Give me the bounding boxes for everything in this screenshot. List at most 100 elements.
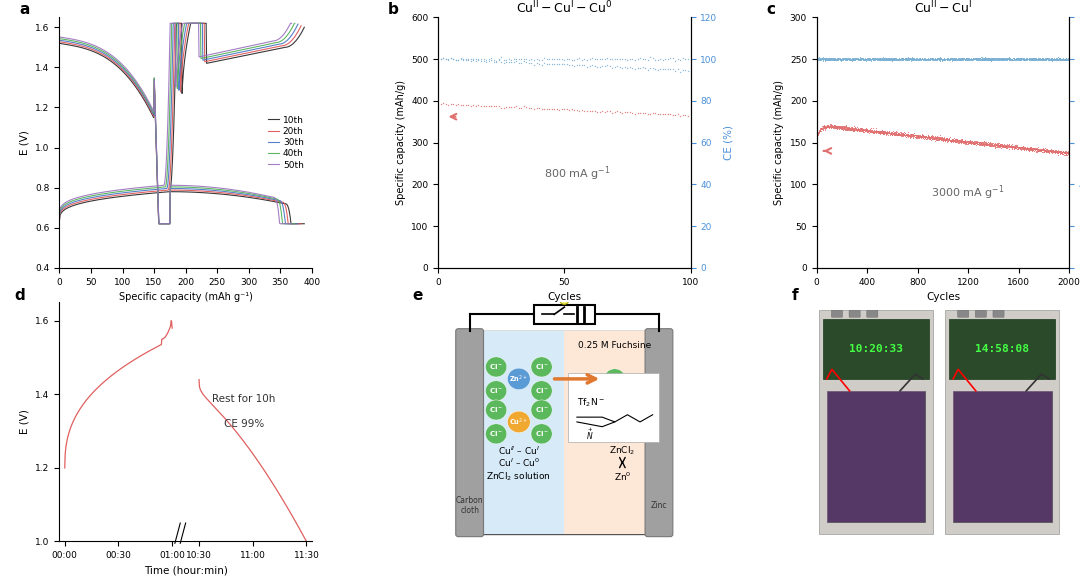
40th [246, 44, 259, 51]
Line: 10th: 10th [59, 23, 305, 222]
Text: Cu$^{II}$ – Cu$^{I}$: Cu$^{II}$ – Cu$^{I}$ [498, 445, 540, 457]
Text: Zn$^0$: Zn$^0$ [613, 471, 631, 483]
20th [252, 47, 265, 54]
50th [165, 20, 178, 26]
Text: ZnCl$_2$: ZnCl$_2$ [609, 444, 635, 457]
40th [166, 20, 179, 26]
Text: a: a [19, 2, 29, 17]
Text: 10:20:33: 10:20:33 [849, 344, 903, 354]
Y-axis label: CE (%): CE (%) [723, 125, 733, 160]
10th [186, 20, 199, 26]
Line: 40th: 40th [59, 23, 295, 217]
20th [289, 32, 302, 39]
Circle shape [486, 381, 507, 401]
FancyBboxPatch shape [958, 310, 969, 317]
10th [293, 33, 306, 40]
Text: Cl$^-$: Cl$^-$ [489, 362, 503, 372]
Y-axis label: E (V): E (V) [19, 410, 30, 434]
Circle shape [604, 369, 625, 389]
30th [183, 20, 195, 26]
FancyBboxPatch shape [456, 329, 484, 537]
FancyBboxPatch shape [867, 310, 878, 317]
50th [285, 20, 298, 26]
FancyBboxPatch shape [832, 310, 842, 317]
10th [298, 24, 311, 31]
Text: Tf$_2$N$^-$: Tf$_2$N$^-$ [577, 396, 605, 409]
Text: Cl$^-$: Cl$^-$ [489, 429, 503, 438]
20th [168, 20, 181, 26]
Circle shape [531, 424, 552, 444]
Bar [176, 302, 192, 541]
Y-axis label: E (V): E (V) [19, 130, 30, 155]
10th [172, 20, 185, 26]
10th [199, 20, 212, 26]
Circle shape [486, 424, 507, 444]
40th [165, 44, 178, 51]
Text: d: d [14, 288, 25, 303]
FancyBboxPatch shape [823, 319, 929, 379]
Y-axis label: Specific capacity (mAh/g): Specific capacity (mAh/g) [395, 80, 406, 205]
FancyBboxPatch shape [953, 391, 1052, 522]
FancyBboxPatch shape [458, 331, 671, 535]
Text: Cu$^{I}$ – Cu$^{0}$: Cu$^{I}$ – Cu$^{0}$ [498, 456, 540, 469]
40th [193, 20, 206, 26]
Text: Cl$^-$: Cl$^-$ [489, 386, 503, 395]
Line: 30th: 30th [59, 23, 298, 218]
Text: f: f [792, 288, 798, 303]
FancyBboxPatch shape [945, 309, 1059, 535]
20th [167, 47, 180, 54]
Text: 3000 mA g$^{-1}$: 3000 mA g$^{-1}$ [931, 184, 1005, 202]
Circle shape [508, 368, 530, 389]
X-axis label: Specific capacity (mAh g⁻¹): Specific capacity (mAh g⁻¹) [119, 292, 253, 302]
10th [171, 20, 184, 26]
50th [179, 20, 192, 26]
X-axis label: Time (hour:min): Time (hour:min) [144, 566, 228, 576]
Circle shape [559, 295, 569, 304]
Text: Cl$^-$: Cl$^-$ [535, 386, 549, 395]
40th [283, 29, 296, 36]
Text: Cu$^{2+}$: Cu$^{2+}$ [510, 416, 528, 427]
Circle shape [531, 357, 552, 377]
40th [180, 20, 193, 26]
Circle shape [508, 411, 530, 433]
FancyBboxPatch shape [476, 331, 564, 535]
30th [166, 46, 179, 52]
Circle shape [486, 400, 507, 420]
FancyBboxPatch shape [975, 310, 986, 317]
FancyBboxPatch shape [949, 319, 1055, 379]
50th [244, 43, 257, 50]
40th [165, 20, 178, 26]
Circle shape [531, 400, 552, 420]
FancyBboxPatch shape [849, 310, 860, 317]
Line: 50th: 50th [59, 23, 292, 215]
20th [185, 20, 198, 26]
Text: $\overset{+}{N}$: $\overset{+}{N}$ [585, 426, 593, 442]
FancyBboxPatch shape [953, 391, 1052, 522]
Text: Cl$^-$: Cl$^-$ [489, 406, 503, 415]
Text: CE 99%: CE 99% [224, 419, 264, 430]
40th [53, 214, 66, 221]
FancyBboxPatch shape [564, 331, 671, 535]
FancyBboxPatch shape [993, 310, 1004, 317]
Text: Carbon
cloth: Carbon cloth [456, 496, 484, 516]
X-axis label: Cycles: Cycles [926, 292, 960, 302]
30th [53, 215, 66, 222]
Text: Rest for 10h: Rest for 10h [212, 393, 275, 404]
30th [195, 20, 208, 26]
20th [295, 22, 308, 29]
Text: ZnCl$_2$ solution: ZnCl$_2$ solution [486, 471, 551, 483]
Text: 14:58:08: 14:58:08 [975, 344, 1029, 354]
20th [53, 217, 66, 223]
Text: Cl$^-$: Cl$^-$ [535, 362, 549, 372]
30th [292, 21, 305, 28]
FancyBboxPatch shape [827, 391, 926, 522]
Line: 20th: 20th [59, 23, 301, 220]
Y-axis label: Specific capacity (mAh/g): Specific capacity (mAh/g) [774, 80, 784, 205]
Circle shape [531, 381, 552, 401]
30th [167, 20, 180, 26]
40th [288, 20, 301, 26]
FancyBboxPatch shape [568, 373, 659, 442]
Text: e: e [413, 288, 423, 303]
Circle shape [486, 357, 507, 377]
X-axis label: Cycles: Cycles [548, 292, 581, 302]
